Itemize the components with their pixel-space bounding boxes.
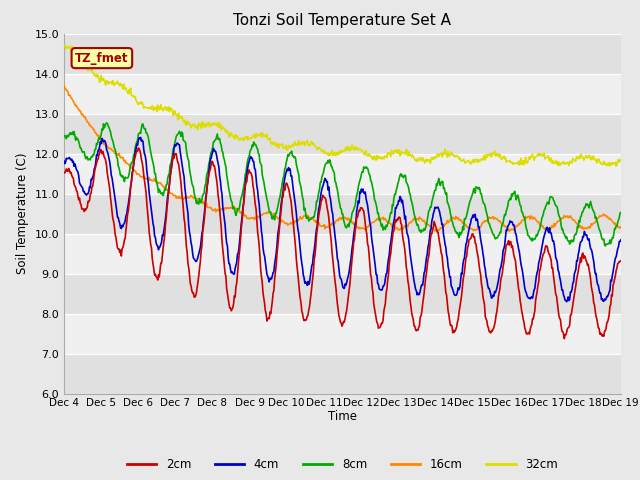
Bar [64,154,621,193]
Bar [64,234,621,274]
Text: TZ_fmet: TZ_fmet [75,51,129,65]
Bar [64,34,621,73]
Bar [64,274,621,313]
Bar [64,313,621,354]
Bar [64,73,621,114]
Bar [64,114,621,154]
Bar [64,193,621,234]
Y-axis label: Soil Temperature (C): Soil Temperature (C) [16,153,29,275]
X-axis label: Time: Time [328,410,357,423]
Legend: 2cm, 4cm, 8cm, 16cm, 32cm: 2cm, 4cm, 8cm, 16cm, 32cm [122,454,563,476]
Title: Tonzi Soil Temperature Set A: Tonzi Soil Temperature Set A [234,13,451,28]
Bar [64,354,621,394]
